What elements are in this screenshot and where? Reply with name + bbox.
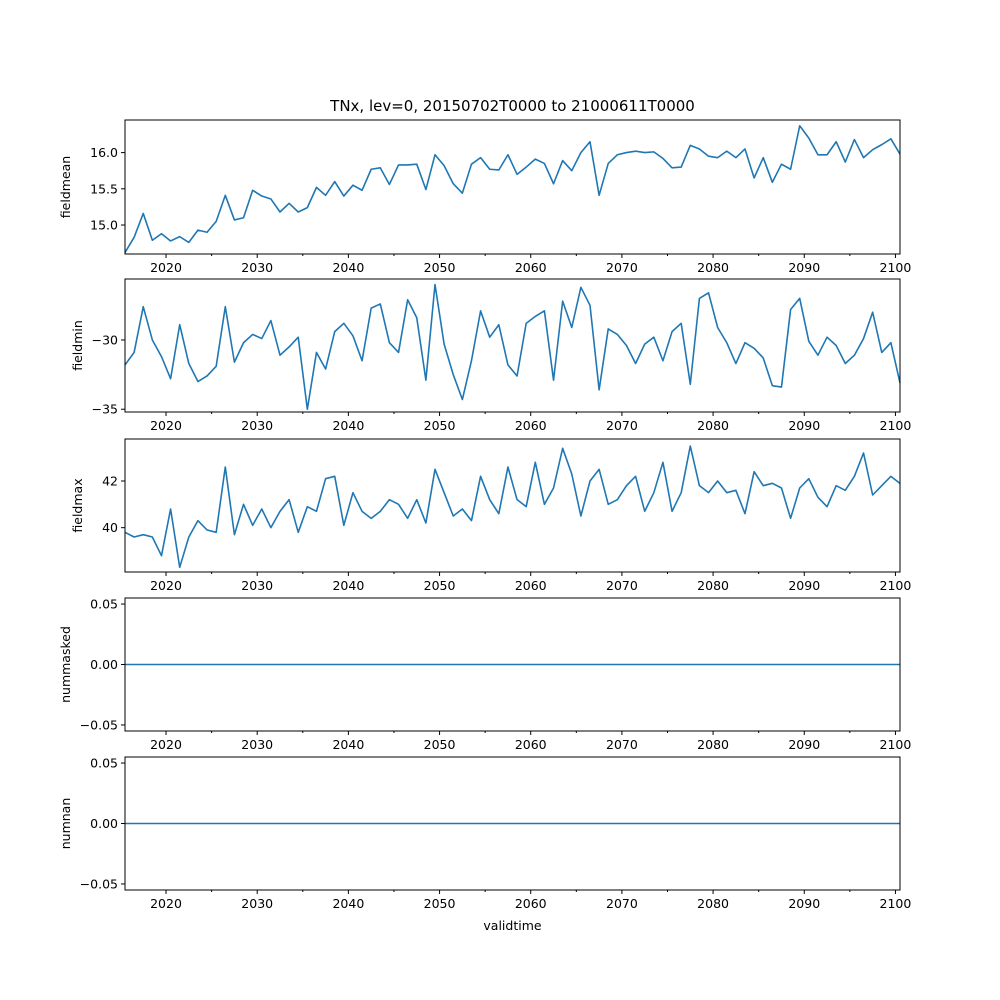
x-tick-label: 2060 — [515, 896, 547, 911]
series-line-fieldmax — [124, 445, 901, 569]
x-tick-label: 2020 — [150, 260, 182, 275]
series-line-fieldmean — [124, 124, 901, 253]
x-tick-label: 2050 — [424, 737, 456, 752]
x-tick-label: 2070 — [606, 260, 638, 275]
x-tick-label: 2050 — [424, 418, 456, 433]
x-tick-label: 2040 — [332, 578, 364, 593]
x-tick-label: 2020 — [150, 737, 182, 752]
y-tick-label: −0.05 — [80, 717, 118, 732]
y-tick-label: 40 — [102, 520, 118, 535]
x-tick-label: 2070 — [606, 418, 638, 433]
x-tick-label: 2090 — [788, 737, 820, 752]
x-tick-label: 2040 — [332, 896, 364, 911]
x-tick-label: 2080 — [697, 418, 729, 433]
x-tick-label: 2060 — [515, 260, 547, 275]
series-line-fieldmin — [124, 283, 901, 411]
x-axis-label: validtime — [483, 918, 541, 933]
y-tick-label: 16.0 — [90, 145, 118, 160]
x-tick-label: 2060 — [515, 737, 547, 752]
x-tick-label: 2020 — [150, 418, 182, 433]
y-tick-label: −0.05 — [80, 876, 118, 891]
subplot-nummasked: 2020 2030 2040 2050 2060 2070 2080 2090 2100 −0.0… — [58, 597, 911, 752]
x-tick-label: 2090 — [788, 260, 820, 275]
x-tick-label: 2050 — [424, 260, 456, 275]
axes-frame-fieldmin — [124, 278, 901, 413]
y-tick-label: 42 — [102, 474, 118, 489]
x-tick-label: 2070 — [606, 578, 638, 593]
y-axis-label: fieldmin — [70, 320, 85, 371]
y-tick-label: 15.5 — [90, 181, 118, 196]
x-tick-label: 2080 — [697, 578, 729, 593]
x-tick-label: 2080 — [697, 896, 729, 911]
x-tick-label: 2080 — [697, 260, 729, 275]
y-tick-label: 15.0 — [90, 218, 118, 233]
x-tick-label: 2020 — [150, 896, 182, 911]
x-tick-label: 2090 — [788, 578, 820, 593]
subplots: 2020 2030 2040 2050 2060 2070 2080 2090 2100 15.0… — [58, 119, 912, 911]
y-axis-label: numnan — [58, 798, 73, 850]
subplot-fieldmin: 2020 2030 2040 2050 2060 2070 2080 2090 2100 −35 −… — [70, 278, 912, 433]
y-tick-label: 0.05 — [90, 756, 118, 771]
axes-frame-fieldmax — [124, 438, 901, 573]
y-tick-label: 0.00 — [90, 657, 118, 672]
y-axis-label: fieldmean — [58, 156, 73, 218]
x-tick-label: 2100 — [880, 260, 912, 275]
x-tick-label: 2030 — [241, 578, 273, 593]
x-tick-label: 2090 — [788, 418, 820, 433]
x-tick-label: 2040 — [332, 737, 364, 752]
x-tick-label: 2050 — [424, 578, 456, 593]
x-tick-label: 2030 — [241, 896, 273, 911]
x-tick-label: 2100 — [880, 896, 912, 911]
x-tick-label: 2100 — [880, 737, 912, 752]
y-axis-label: fieldmax — [70, 478, 85, 532]
x-tick-label: 2030 — [241, 260, 273, 275]
y-axis-label: nummasked — [58, 626, 73, 703]
y-tick-label: 0.00 — [90, 816, 118, 831]
x-tick-label: 2030 — [241, 418, 273, 433]
x-tick-label: 2070 — [606, 737, 638, 752]
subplot-numnan: 2020 2030 2040 2050 2060 2070 2080 2090 2100 −0.0… — [58, 756, 911, 911]
x-tick-label: 2090 — [788, 896, 820, 911]
figure-title: TNx, lev=0, 20150702T0000 to 21000611T00… — [329, 97, 695, 115]
x-tick-label: 2060 — [515, 418, 547, 433]
x-tick-label: 2020 — [150, 578, 182, 593]
subplot-fieldmean: 2020 2030 2040 2050 2060 2070 2080 2090 2100 15.0… — [58, 119, 912, 275]
x-tick-label: 2070 — [606, 896, 638, 911]
y-tick-label: 0.05 — [90, 597, 118, 612]
x-tick-label: 2060 — [515, 578, 547, 593]
y-tick-label: −35 — [92, 402, 118, 417]
x-tick-label: 2100 — [880, 578, 912, 593]
y-tick-label: −30 — [92, 332, 118, 347]
x-tick-label: 2030 — [241, 737, 273, 752]
x-tick-label: 2100 — [880, 418, 912, 433]
x-tick-label: 2080 — [697, 737, 729, 752]
x-tick-label: 2040 — [332, 418, 364, 433]
subplot-fieldmax: 2020 2030 2040 2050 2060 2070 2080 2090 2100 40 42… — [70, 438, 912, 593]
axes-frame-fieldmean — [124, 119, 901, 255]
x-tick-label: 2050 — [424, 896, 456, 911]
x-tick-label: 2040 — [332, 260, 364, 275]
